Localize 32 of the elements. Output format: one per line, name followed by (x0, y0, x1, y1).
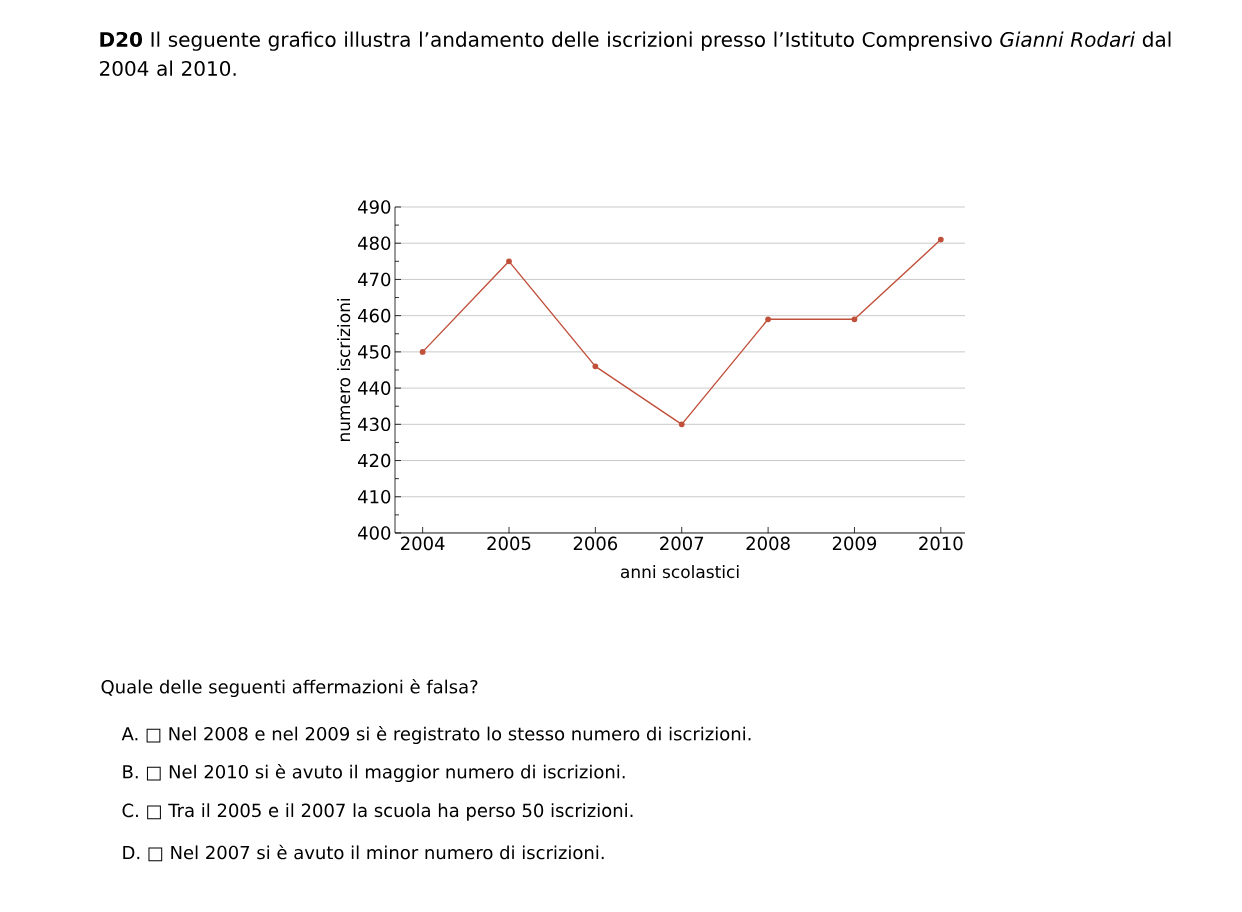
y-tick-label: 490 (358, 200, 391, 214)
point (765, 316, 771, 323)
x-tick-label: 2009 (832, 536, 877, 551)
text: Quale delle seguenti affermazioni è falsa? (101, 678, 478, 698)
point (937, 236, 944, 243)
point (506, 258, 512, 265)
x-tick-label: 2007 (660, 536, 704, 551)
x-axis-title: anni scolastici (620, 564, 739, 579)
x-tick-label: 2006 (573, 536, 618, 551)
y-tick-label: 430 (358, 417, 391, 432)
point (592, 363, 599, 370)
x-tick-label: 2004 (401, 536, 445, 551)
x-tick-label: 2010 (919, 536, 963, 551)
text: A. □ Nel 2008 e nel 2009 si è registrato lo stesso numero di iscrizioni. (121, 725, 751, 745)
chart-title: D20 Il seguente grafico illustra l’andamento delle iscrizioni presso l’Istituto Comprensivo Gianni Rodari dal 2004 al 2010. (100, 31, 1171, 76)
y-tick-label: 460 (358, 308, 391, 323)
y-tick-label: 440 (358, 381, 391, 395)
x-tick-label: 2005 (487, 536, 531, 551)
text: D. □ Nel 2007 si è avuto il minor numero di iscrizioni. (123, 844, 604, 862)
y-tick-label: 410 (358, 489, 391, 504)
y-tick-label: 450 (358, 345, 391, 359)
y-tick-label: 420 (358, 453, 391, 468)
text: C. □ Tra il 2005 e il 2007 la scuola ha perso 50 iscrizioni. (122, 803, 633, 821)
text: B. □ Nel 2010 si è avuto il maggior numero di iscrizioni. (123, 763, 625, 783)
y-tick-label: 470 (358, 272, 391, 287)
y-tick-label: 480 (358, 236, 391, 251)
point (419, 348, 426, 355)
x-tick-label: 2008 (746, 536, 790, 551)
point (851, 316, 858, 323)
point (678, 421, 685, 428)
y-tick-label: 400 (358, 526, 391, 540)
y-axis-title: numero iscrizioni (337, 298, 351, 442)
